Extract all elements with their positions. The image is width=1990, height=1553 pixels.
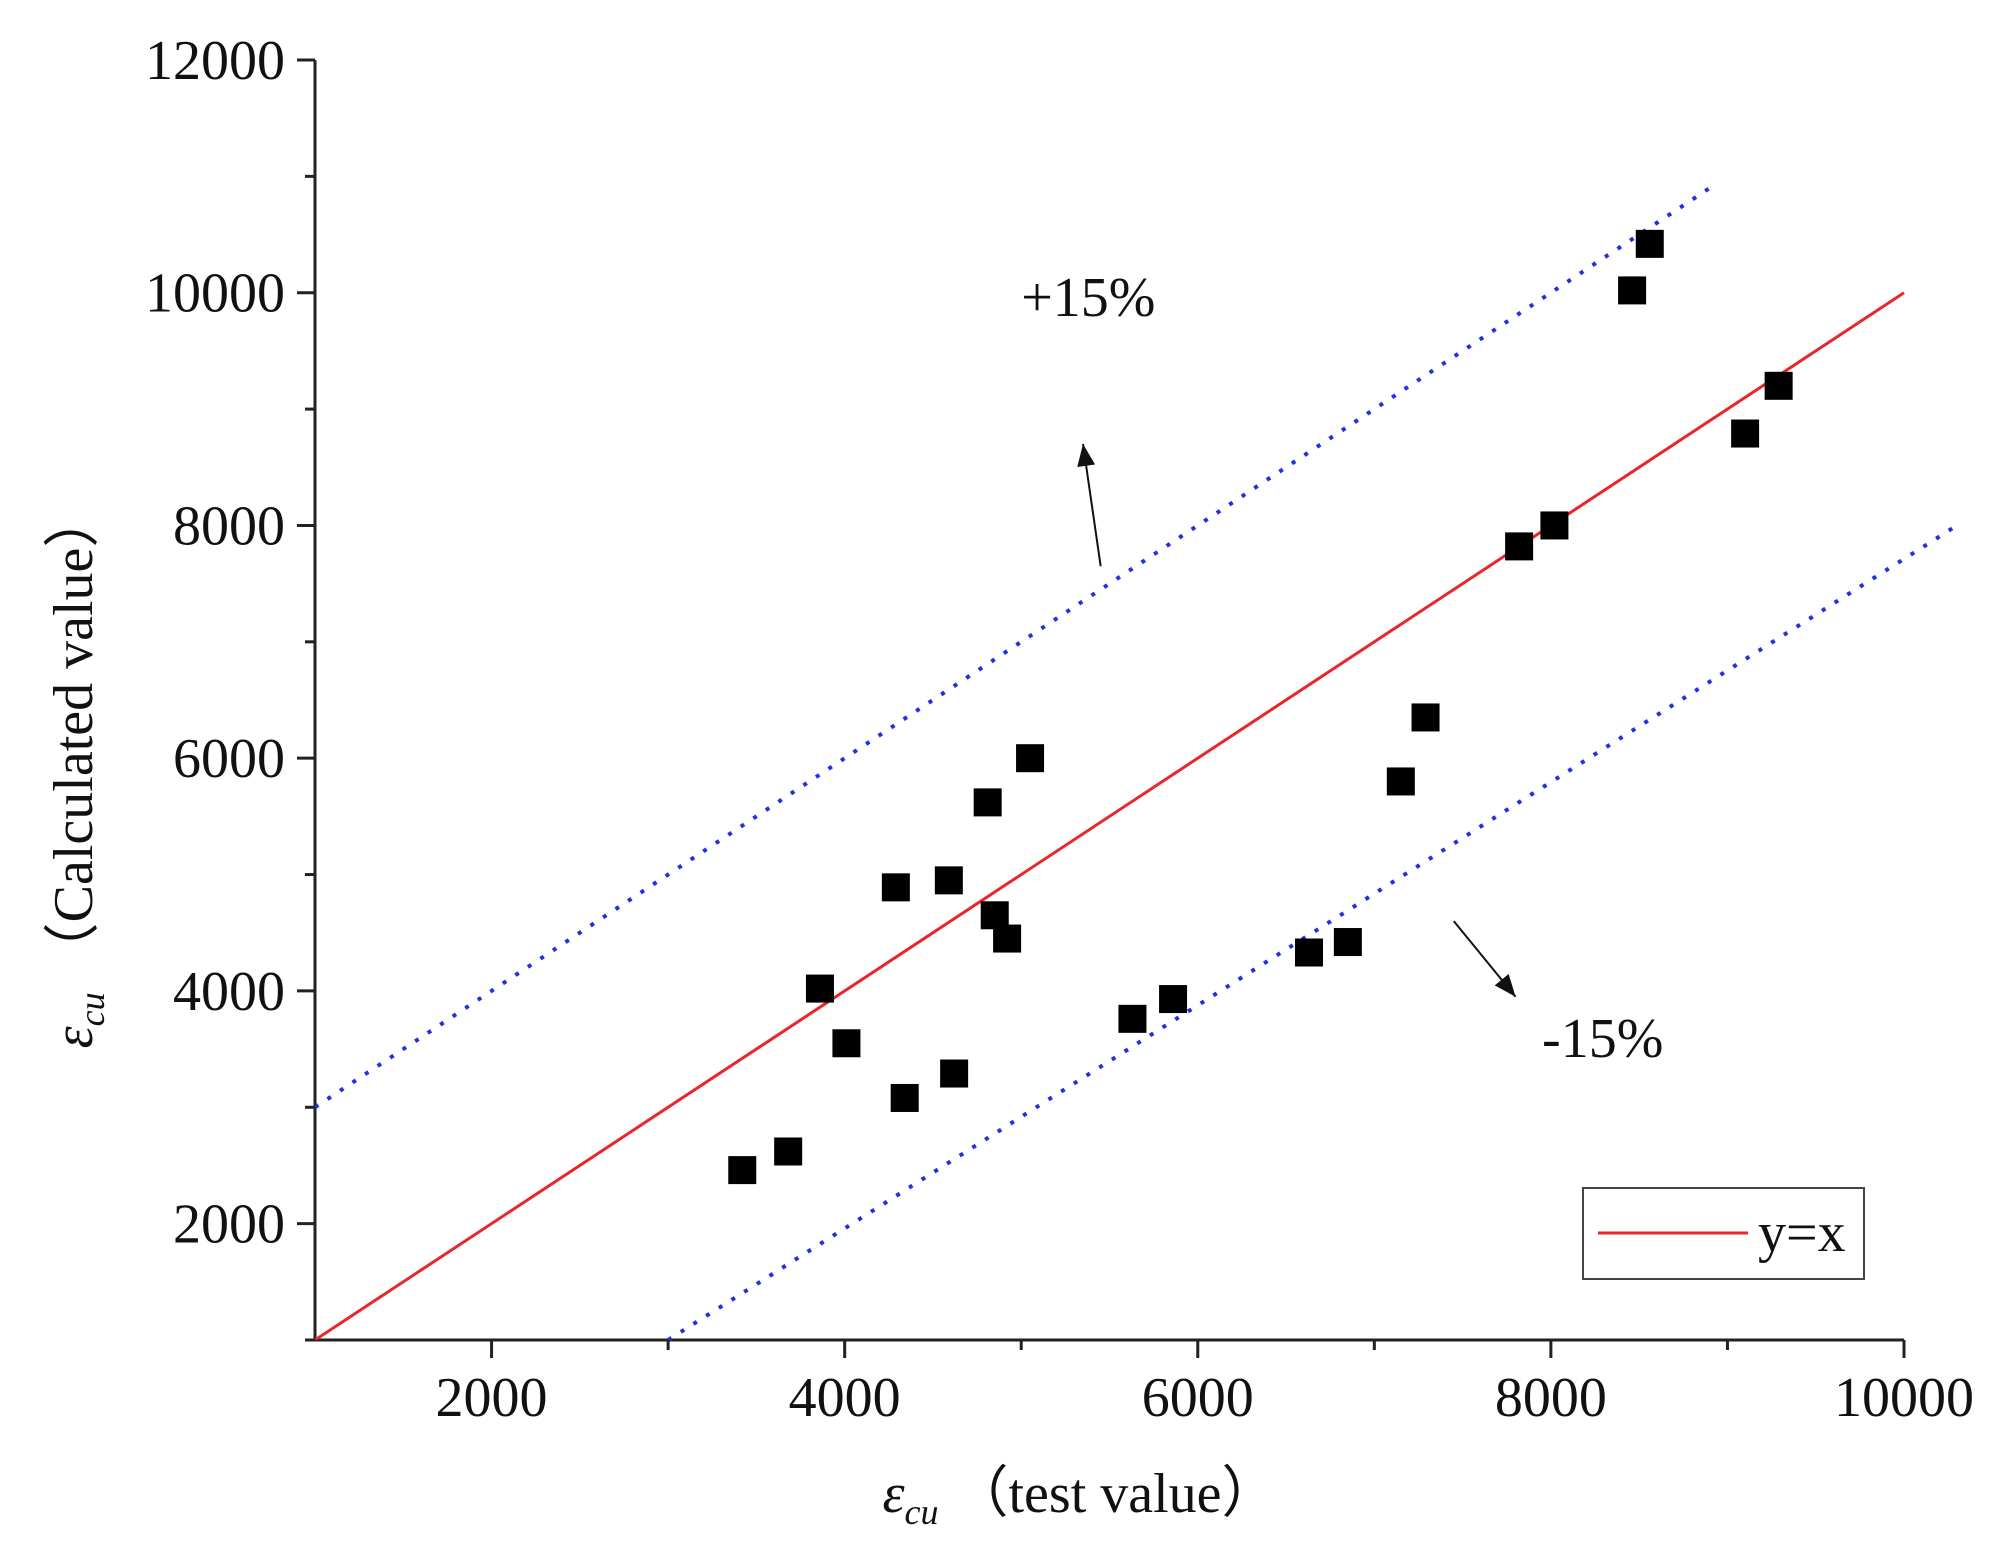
y-tick-label-8000: 8000 <box>173 495 285 557</box>
y-axis-title: εcu （Calculated value） <box>43 492 112 1049</box>
data-point-11 <box>1016 744 1045 773</box>
data-point-7 <box>940 1059 969 1088</box>
annotation-plus-15-label: +15% <box>1021 267 1155 329</box>
data-point-15 <box>1333 928 1362 957</box>
y-axis-subscript: cu <box>72 992 112 1026</box>
data-point-16 <box>1386 767 1415 796</box>
y-tick-label-6000: 6000 <box>173 728 285 790</box>
x-axis-symbol: ε <box>882 1463 905 1525</box>
svg-text:εcu（Calculated value）: εcu （Calculated value） <box>43 492 112 1049</box>
y-tick-label-2000: 2000 <box>173 1194 285 1256</box>
data-point-23 <box>1764 371 1793 400</box>
x-tick-label-2000: 2000 <box>436 1367 548 1429</box>
line-y-equals-x <box>315 291 1905 1340</box>
data-points <box>728 229 1793 1185</box>
y-tick-label-4000: 4000 <box>173 961 285 1023</box>
x-tick-label-10000: 10000 <box>1834 1367 1974 1429</box>
data-point-1 <box>774 1137 803 1166</box>
annotations: +15% -15% <box>1021 267 1663 1070</box>
data-point-22 <box>1731 419 1760 448</box>
data-point-19 <box>1540 511 1569 540</box>
data-point-4 <box>881 873 910 902</box>
data-point-18 <box>1505 532 1534 561</box>
data-point-0 <box>728 1156 757 1185</box>
axes: 2000 4000 6000 8000 10000 12000 2000 4000 6000 80… <box>145 30 1974 1429</box>
x-tick-label-6000: 6000 <box>1142 1367 1254 1429</box>
x-tick-label-4000: 4000 <box>789 1367 901 1429</box>
data-point-12 <box>1118 1004 1147 1033</box>
data-point-14 <box>1295 938 1324 967</box>
data-point-3 <box>832 1029 861 1058</box>
svg-text:εcu（test value）: εcu （test value） <box>882 1463 1277 1532</box>
x-axis-title: εcu （test value） <box>882 1463 1277 1532</box>
data-point-6 <box>934 866 963 895</box>
data-point-2 <box>805 974 834 1003</box>
y-axis-label-text: （Calculated value） <box>43 492 105 979</box>
annotation-plus-15-arrow-head <box>1077 444 1096 468</box>
data-point-10 <box>993 924 1022 953</box>
legend-label: y=x <box>1758 1202 1846 1264</box>
reference-lines <box>315 186 1959 1340</box>
line-plus-15-percent <box>315 186 1711 1109</box>
data-point-17 <box>1411 703 1440 732</box>
annotation-minus-15-label: -15% <box>1542 1008 1663 1070</box>
legend: y=x <box>1582 1187 1865 1280</box>
x-axis-label-text: （test value） <box>953 1463 1278 1525</box>
data-point-8 <box>973 788 1002 817</box>
data-point-20 <box>1618 276 1647 305</box>
x-axis-subscript: cu <box>905 1492 939 1532</box>
y-axis-symbol: ε <box>43 1025 105 1048</box>
data-point-21 <box>1635 229 1664 258</box>
data-point-5 <box>890 1083 919 1112</box>
y-tick-label-12000: 12000 <box>145 30 285 92</box>
data-point-13 <box>1159 985 1188 1014</box>
x-tick-label-8000: 8000 <box>1495 1367 1607 1429</box>
y-tick-label-10000: 10000 <box>145 263 285 325</box>
annotation-minus-15-arrow-head <box>1494 973 1516 997</box>
